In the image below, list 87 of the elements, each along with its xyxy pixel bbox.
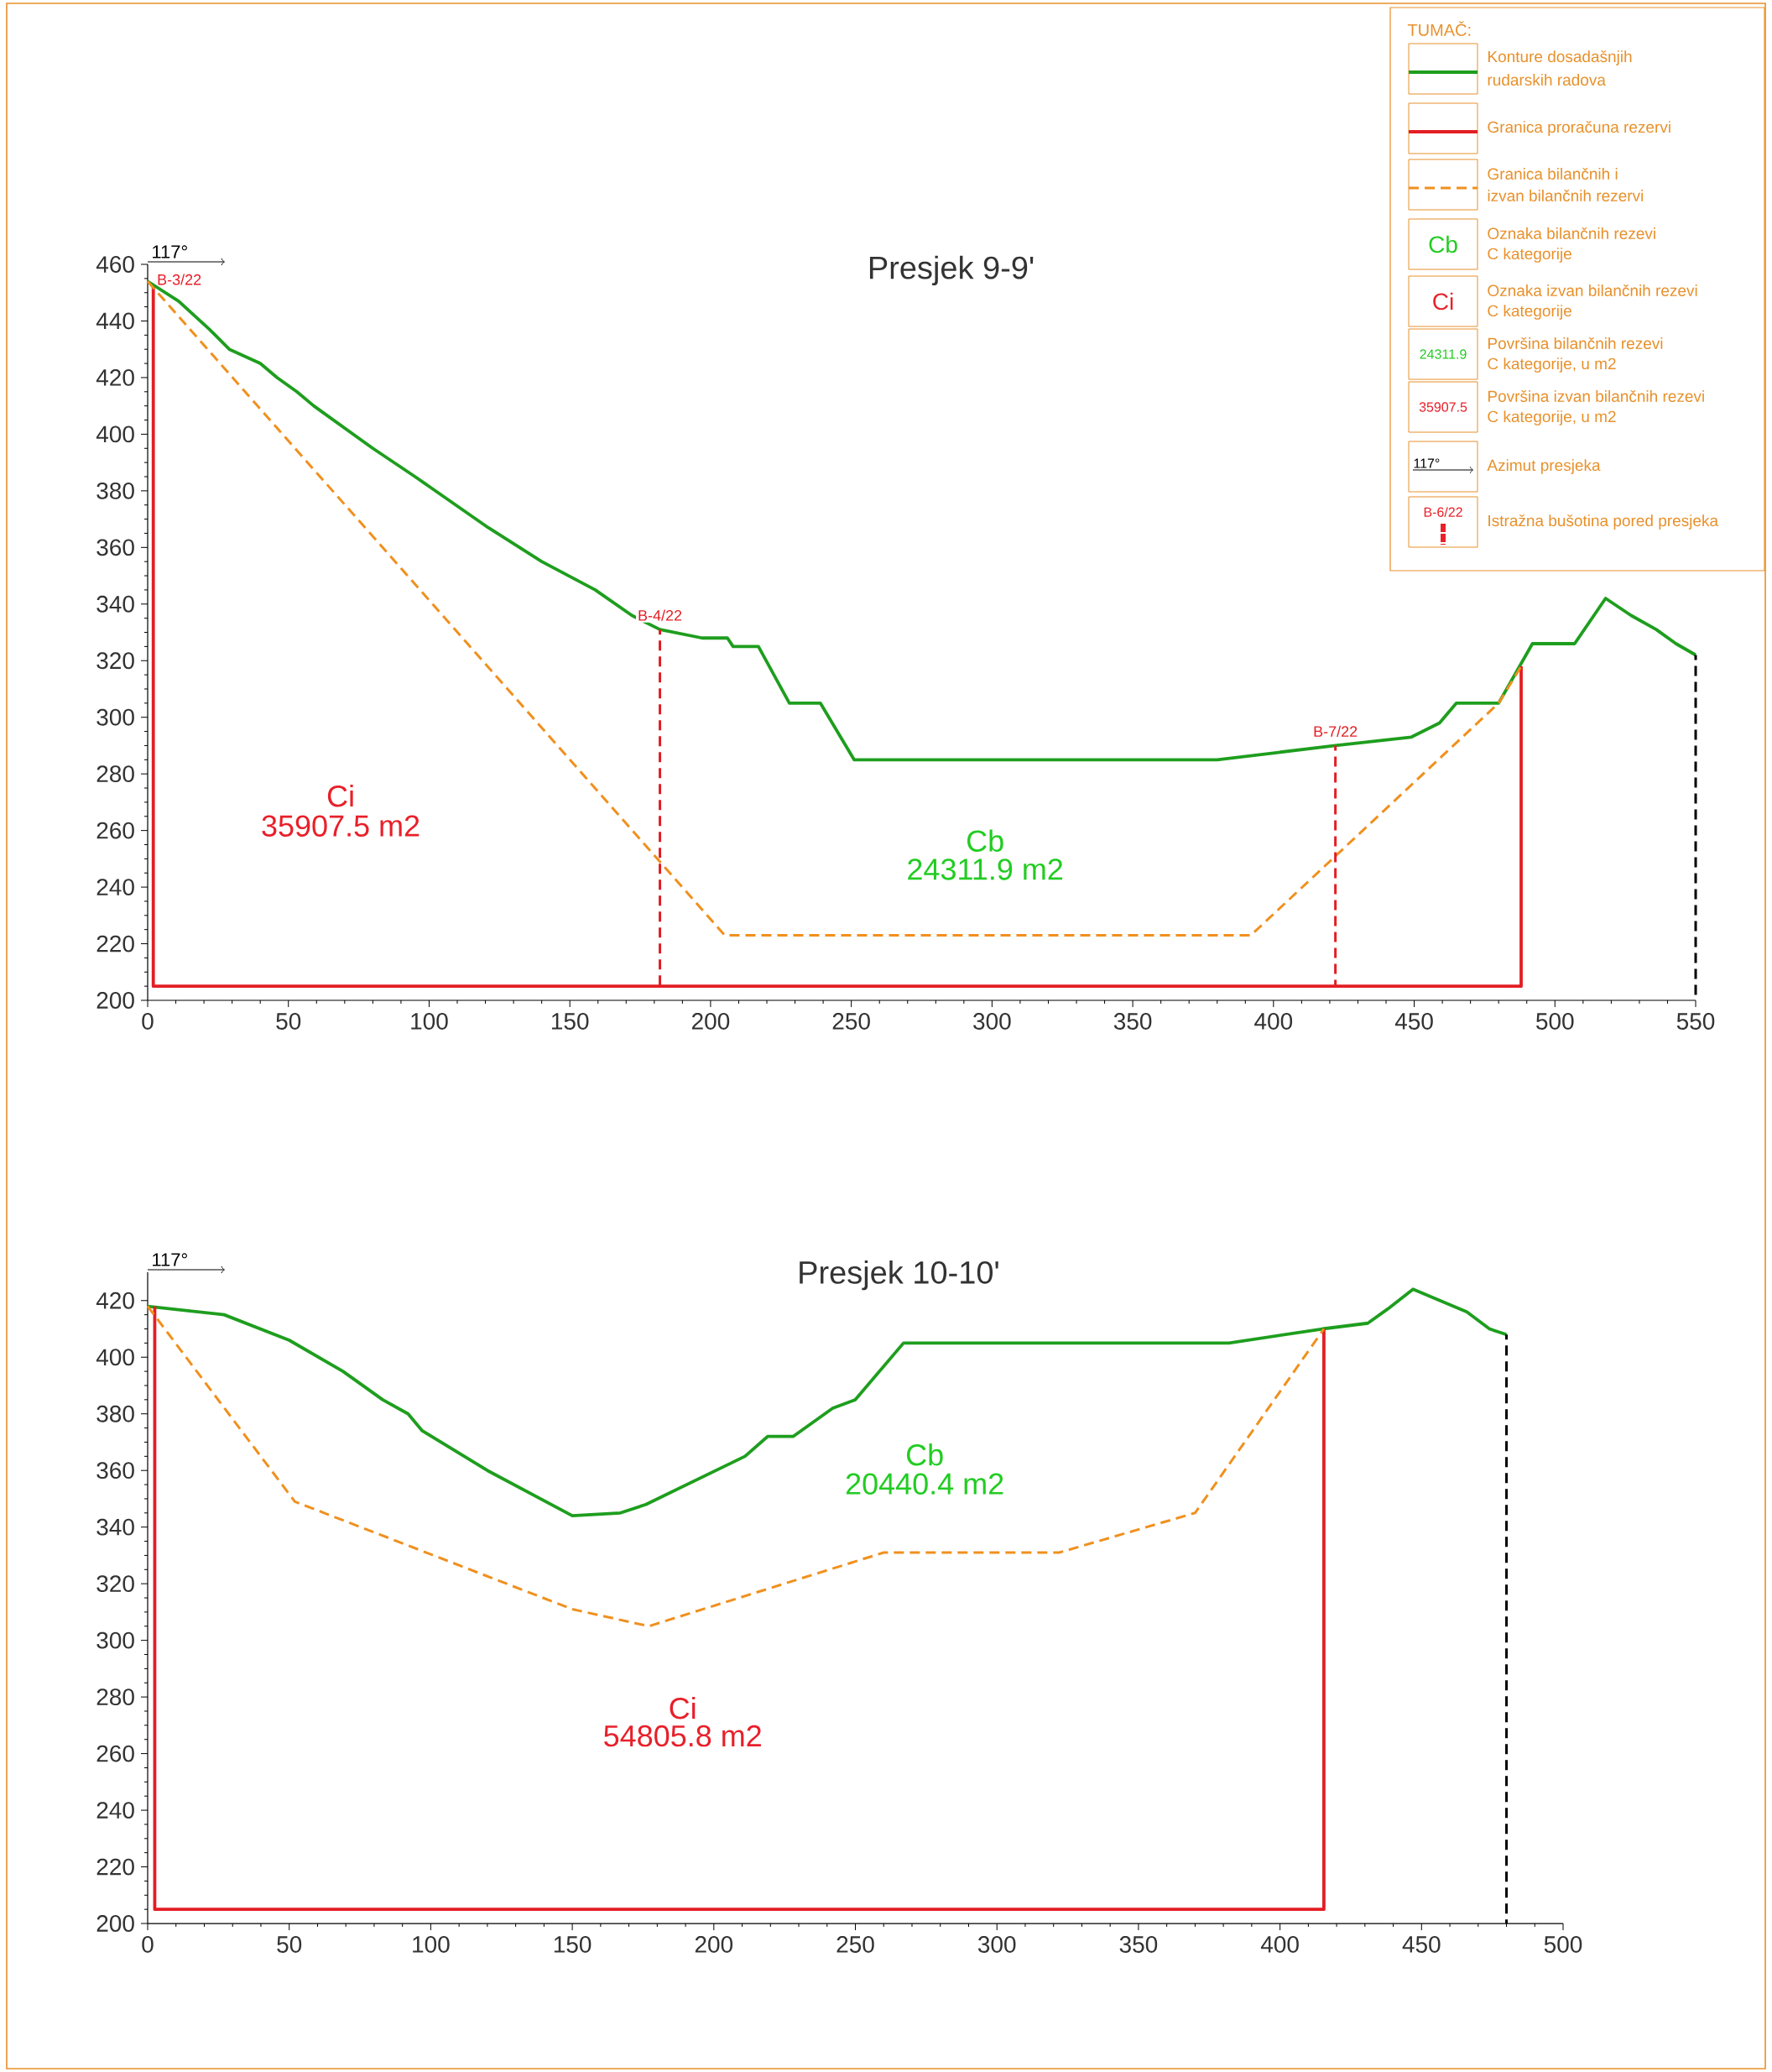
annotation: Ci <box>1433 292 1453 311</box>
y-tick-label: 420 <box>96 369 134 386</box>
y-tick-label: 340 <box>96 1518 134 1536</box>
line-series <box>146 1305 1326 1628</box>
annotation: Istražna bušotina pored presjeka <box>1488 514 1719 530</box>
y-tick-label: 300 <box>96 1631 134 1649</box>
y-tick-label: 340 <box>96 595 134 613</box>
annotation: 24311.9 <box>1420 349 1467 359</box>
chart-title: Presjek 10-10' <box>800 1260 998 1291</box>
annotation: Ci <box>670 1696 696 1720</box>
x-tick-label: 350 <box>1119 1936 1158 1953</box>
x-tick-label: 300 <box>977 1936 1016 1953</box>
text: TUMAČ: <box>1407 21 1471 36</box>
annotation: 117° <box>1414 458 1440 468</box>
y-tick-label: 320 <box>96 652 134 670</box>
text: rudarskih radova <box>1488 74 1606 86</box>
chart-title: Presjek 9-9' <box>869 255 1034 286</box>
annotation: 54805.8 m2 <box>604 1725 761 1747</box>
y-tick-label: 260 <box>96 1745 134 1762</box>
x-tick-label: 400 <box>1254 1013 1293 1030</box>
y-tick-label: 200 <box>96 992 134 1009</box>
annotation: 20440.4 m2 <box>846 1473 1003 1495</box>
text: 117° <box>153 245 187 258</box>
text: Oznaka bilančnih rezevi <box>1488 227 1655 240</box>
x-tick-label: 550 <box>1676 1013 1715 1030</box>
y-tick-label: 420 <box>96 1292 134 1309</box>
y-tick-label: 320 <box>96 1575 134 1593</box>
y-tick-label: 200 <box>96 1915 134 1932</box>
text: izvan bilančnih rezervi <box>1488 189 1644 202</box>
annotation: C kategorije <box>1488 305 1571 320</box>
x-tick-label: 450 <box>1402 1936 1441 1953</box>
y-tick-label: 240 <box>96 1802 134 1819</box>
series-label: B-7/22 <box>1314 725 1358 738</box>
y-tick-label: 400 <box>96 1349 134 1366</box>
x-tick-label: 250 <box>832 1013 870 1030</box>
annotation: 35907.5 m2 <box>262 815 420 837</box>
text: Granica bilančnih i <box>1488 167 1618 180</box>
annotation: B-3/22 <box>158 274 201 285</box>
y-tick-label: 280 <box>96 765 134 783</box>
y-tick-label: 260 <box>96 822 134 839</box>
y-tick-label: 360 <box>96 1462 134 1480</box>
x-tick-label: 100 <box>411 1013 448 1030</box>
x-tick-label: 500 <box>1536 1013 1574 1030</box>
x-tick-label: 150 <box>551 1013 589 1030</box>
y-tick-label: 380 <box>96 1405 134 1422</box>
x-tick-label: 450 <box>1394 1013 1433 1030</box>
annotation: Oznaka izvan bilančnih rezevi <box>1488 284 1697 297</box>
annotation: Površina bilančnih rezevi <box>1488 337 1663 350</box>
y-tick-label: 380 <box>96 482 134 499</box>
x-tick-label: 50 <box>277 1936 302 1953</box>
x-tick-label: 300 <box>973 1013 1011 1030</box>
annotation: Azimut presjeka <box>1487 459 1601 474</box>
x-tick-label: 250 <box>836 1936 874 1953</box>
y-tick-label: 360 <box>96 539 134 556</box>
text: C kategorije <box>1488 248 1571 263</box>
annotation: C kategorije, u m2 <box>1488 410 1616 425</box>
y-tick-label: 220 <box>96 1858 134 1876</box>
annotation: Cb <box>967 829 1003 852</box>
x-tick-label: 0 <box>142 1936 154 1953</box>
annotation: 35907.5 <box>1419 402 1467 412</box>
text: Cb <box>1429 235 1457 253</box>
annotation: 24311.9 m2 <box>908 859 1063 880</box>
x-tick-label: 50 <box>276 1013 301 1030</box>
x-tick-label: 100 <box>413 1936 450 1953</box>
y-tick-label: 240 <box>96 879 134 896</box>
annotation: Površina izvan bilančnih rezevi <box>1488 389 1704 403</box>
x-tick-label: 200 <box>691 1013 730 1030</box>
x-tick-label: 400 <box>1260 1936 1299 1953</box>
y-tick-label: 400 <box>96 425 134 443</box>
y-tick-label: 300 <box>96 708 134 726</box>
annotation: Ci <box>327 784 353 807</box>
annotation: C kategorije, u m2 <box>1488 358 1616 373</box>
x-tick-label: 200 <box>695 1936 733 1953</box>
y-tick-label: 220 <box>96 935 134 952</box>
y-tick-label: 440 <box>96 312 134 330</box>
text: Granica proračuna rezervi <box>1488 121 1670 136</box>
x-tick-label: 500 <box>1544 1936 1582 1953</box>
text: Konture dosadašnjih <box>1488 50 1632 65</box>
x-tick-label: 150 <box>554 1936 592 1953</box>
y-tick-label: 280 <box>96 1688 134 1706</box>
x-tick-label: 0 <box>142 1013 154 1030</box>
series-label: B-4/22 <box>638 609 682 621</box>
text: 117° <box>153 1253 187 1266</box>
annotation: Cb <box>907 1443 943 1466</box>
y-tick-label: 460 <box>96 256 134 273</box>
annotation: B-6/22 <box>1424 507 1462 517</box>
x-tick-label: 350 <box>1113 1013 1152 1030</box>
